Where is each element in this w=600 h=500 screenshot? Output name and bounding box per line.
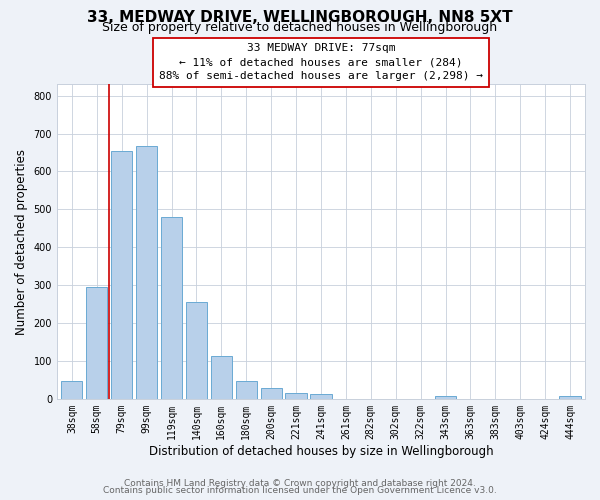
Bar xyxy=(136,146,157,399)
Bar xyxy=(236,380,257,399)
Bar xyxy=(111,150,132,399)
X-axis label: Distribution of detached houses by size in Wellingborough: Distribution of detached houses by size … xyxy=(149,444,493,458)
Bar xyxy=(161,217,182,399)
Y-axis label: Number of detached properties: Number of detached properties xyxy=(15,148,28,334)
Text: Contains HM Land Registry data © Crown copyright and database right 2024.: Contains HM Land Registry data © Crown c… xyxy=(124,478,476,488)
Text: Size of property relative to detached houses in Wellingborough: Size of property relative to detached ho… xyxy=(103,21,497,34)
Bar xyxy=(559,396,581,399)
Text: Contains public sector information licensed under the Open Government Licence v3: Contains public sector information licen… xyxy=(103,486,497,495)
Bar xyxy=(61,381,82,399)
Text: 33 MEDWAY DRIVE: 77sqm
← 11% of detached houses are smaller (284)
88% of semi-de: 33 MEDWAY DRIVE: 77sqm ← 11% of detached… xyxy=(159,43,483,81)
Text: 33, MEDWAY DRIVE, WELLINGBOROUGH, NN8 5XT: 33, MEDWAY DRIVE, WELLINGBOROUGH, NN8 5X… xyxy=(87,10,513,25)
Bar xyxy=(86,287,107,399)
Bar xyxy=(286,393,307,399)
Bar xyxy=(310,394,332,399)
Bar xyxy=(260,388,282,399)
Bar xyxy=(211,356,232,399)
Bar xyxy=(186,302,207,399)
Bar xyxy=(435,396,456,399)
